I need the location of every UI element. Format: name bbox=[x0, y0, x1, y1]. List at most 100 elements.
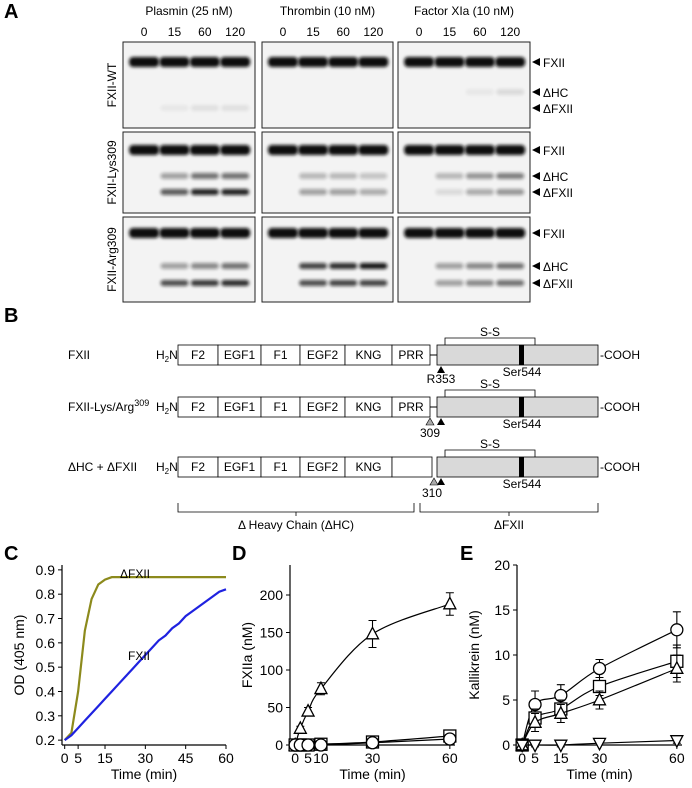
blot-panel bbox=[122, 41, 256, 129]
time-label: 15 bbox=[306, 25, 320, 39]
construct-name: FXII-Lys/Arg309 bbox=[68, 398, 149, 414]
blot-band bbox=[496, 89, 525, 95]
band-arrow bbox=[532, 104, 540, 112]
time-label: 120 bbox=[363, 25, 383, 39]
blot-band bbox=[465, 189, 494, 195]
y-tick-label: 15 bbox=[494, 602, 510, 618]
disulfide-bracket bbox=[444, 337, 536, 345]
time-label: 0 bbox=[416, 25, 423, 39]
blot-band bbox=[267, 145, 298, 155]
active-site-label: Ser544 bbox=[503, 417, 542, 431]
time-label: 60 bbox=[473, 25, 487, 39]
disulfide-bracket bbox=[444, 389, 536, 397]
blot-band bbox=[328, 228, 359, 238]
y-tick-label: 0 bbox=[275, 737, 283, 753]
marker bbox=[592, 661, 607, 676]
disulfide-label: S-S bbox=[480, 377, 500, 391]
blot-band bbox=[159, 57, 190, 67]
y-axis-label: OD (405 nm) bbox=[11, 615, 27, 696]
marker bbox=[553, 705, 568, 719]
y-tick-label: 0.2 bbox=[36, 732, 56, 748]
blot-band bbox=[464, 57, 495, 67]
blot-band bbox=[359, 280, 388, 286]
domain-label: EGF2 bbox=[307, 348, 339, 362]
time-label: 0 bbox=[280, 25, 287, 39]
x-tick-label: 0 bbox=[61, 750, 69, 766]
marker bbox=[314, 738, 328, 752]
x-tick-label: 0 bbox=[518, 750, 526, 766]
marker bbox=[592, 692, 607, 706]
blot-band bbox=[435, 280, 464, 286]
marker bbox=[515, 739, 530, 753]
blot-band bbox=[434, 57, 465, 67]
domain-label: F1 bbox=[273, 348, 287, 362]
blot-panel bbox=[261, 131, 394, 214]
blot-band bbox=[190, 173, 219, 179]
enzyme-label: Factor XIa (10 nM) bbox=[414, 4, 514, 18]
x-axis-label: Time (min) bbox=[566, 766, 632, 782]
enzyme-label: Thrombin (10 nM) bbox=[280, 4, 375, 18]
blot-band bbox=[465, 173, 494, 179]
x-tick-label: 15 bbox=[553, 750, 569, 766]
line bbox=[64, 588, 227, 742]
site-marker bbox=[429, 477, 439, 486]
disulfide-label: S-S bbox=[480, 325, 500, 339]
active-site-bar bbox=[519, 345, 524, 365]
blot-band bbox=[434, 228, 465, 238]
blot-band bbox=[464, 228, 495, 238]
blot-band bbox=[359, 263, 388, 269]
time-label: 0 bbox=[141, 25, 148, 39]
marker bbox=[365, 736, 380, 750]
cleavage-marker bbox=[437, 418, 445, 425]
band-arrow bbox=[532, 262, 540, 270]
band-label: FXII bbox=[543, 56, 565, 70]
c-terminus: -COOH bbox=[600, 400, 640, 414]
x-tick-label: 5 bbox=[74, 750, 82, 766]
construct-name: ΔHC + ΔFXII bbox=[68, 460, 137, 474]
blot-band bbox=[129, 145, 160, 155]
y-tick-label: 100 bbox=[260, 662, 284, 678]
time-label: 120 bbox=[225, 25, 245, 39]
band-arrow bbox=[532, 58, 540, 66]
cleavage-site-label: R353 bbox=[427, 372, 456, 386]
blot-band bbox=[221, 189, 250, 195]
marker bbox=[313, 680, 329, 695]
band-arrow bbox=[532, 172, 540, 180]
marker bbox=[301, 738, 315, 752]
active-site-bar bbox=[519, 397, 524, 417]
blot-band bbox=[221, 263, 250, 269]
blot-band bbox=[189, 57, 220, 67]
blot-band bbox=[435, 173, 464, 179]
blot-panel bbox=[261, 41, 394, 129]
site-marker bbox=[425, 417, 435, 426]
time-label: 15 bbox=[168, 25, 182, 39]
blot-band bbox=[404, 228, 435, 238]
marker bbox=[553, 739, 568, 753]
n-term-h: H bbox=[156, 348, 165, 362]
blot-band bbox=[298, 228, 329, 238]
domain-label: PRR bbox=[398, 348, 424, 362]
light-chain-bracket bbox=[419, 503, 599, 516]
blot-band bbox=[190, 105, 219, 111]
domain-label: KNG bbox=[355, 460, 381, 474]
blot-band bbox=[465, 263, 494, 269]
y-tick-label: 0.9 bbox=[36, 562, 56, 578]
blot-band bbox=[495, 228, 526, 238]
n-term-sub: 2 bbox=[165, 355, 170, 364]
blot-panel bbox=[122, 131, 256, 214]
time-label: 15 bbox=[443, 25, 457, 39]
x-tick-label: 5 bbox=[531, 750, 539, 766]
light-chain-label: ΔFXII bbox=[494, 518, 524, 532]
enzyme-label: Plasmin (25 nM) bbox=[145, 4, 232, 18]
blot-band bbox=[221, 105, 250, 111]
blot-band bbox=[358, 228, 389, 238]
blot-band bbox=[190, 280, 219, 286]
construct-name-text: FXII-Lys/Arg bbox=[68, 400, 134, 414]
panel-label: A bbox=[4, 1, 18, 23]
domain-label: F1 bbox=[273, 460, 287, 474]
panel-label: C bbox=[4, 543, 18, 565]
blot-band bbox=[220, 57, 251, 67]
y-tick-label: 0.4 bbox=[36, 683, 56, 699]
